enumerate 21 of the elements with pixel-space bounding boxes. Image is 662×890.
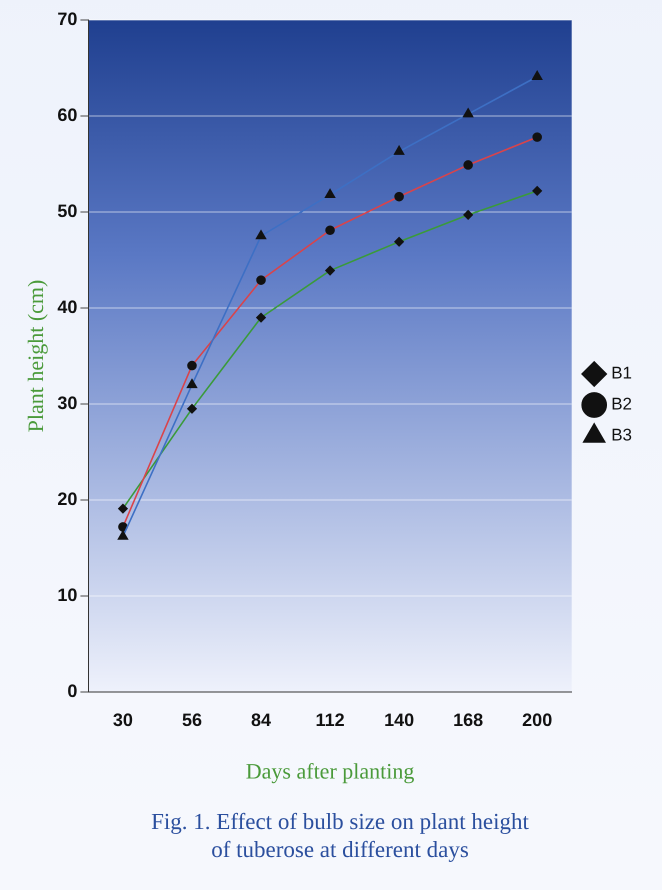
legend-label: B2 [611,394,632,414]
x-tick-label: 168 [453,710,484,730]
y-axis-title: Plant height (cm) [22,280,48,432]
y-tick-label: 0 [67,680,78,701]
legend-label: B3 [611,426,632,445]
y-tick-label: 10 [57,584,78,605]
y-tick-label: 20 [57,488,78,509]
x-tick-label: 112 [316,710,345,730]
y-tick-label: 50 [57,200,78,221]
y-tick-label: 60 [57,104,78,125]
x-tick-label: 200 [522,710,552,730]
x-tick-label: 30 [112,710,133,730]
legend-label: B1 [611,364,632,383]
y-tick-label: 30 [57,392,78,413]
x-tick-label: 140 [384,710,414,730]
text: Fig. 1. Effect of bulb size on plant height of tuberose at different days [150,808,530,864]
x-tick-label: 84 [251,710,272,730]
x-axis-title: Days after planting [246,758,414,784]
y-tick-label: 70 [57,8,78,29]
x-tick-label: 56 [182,710,202,730]
y-tick-label: 40 [57,296,78,317]
